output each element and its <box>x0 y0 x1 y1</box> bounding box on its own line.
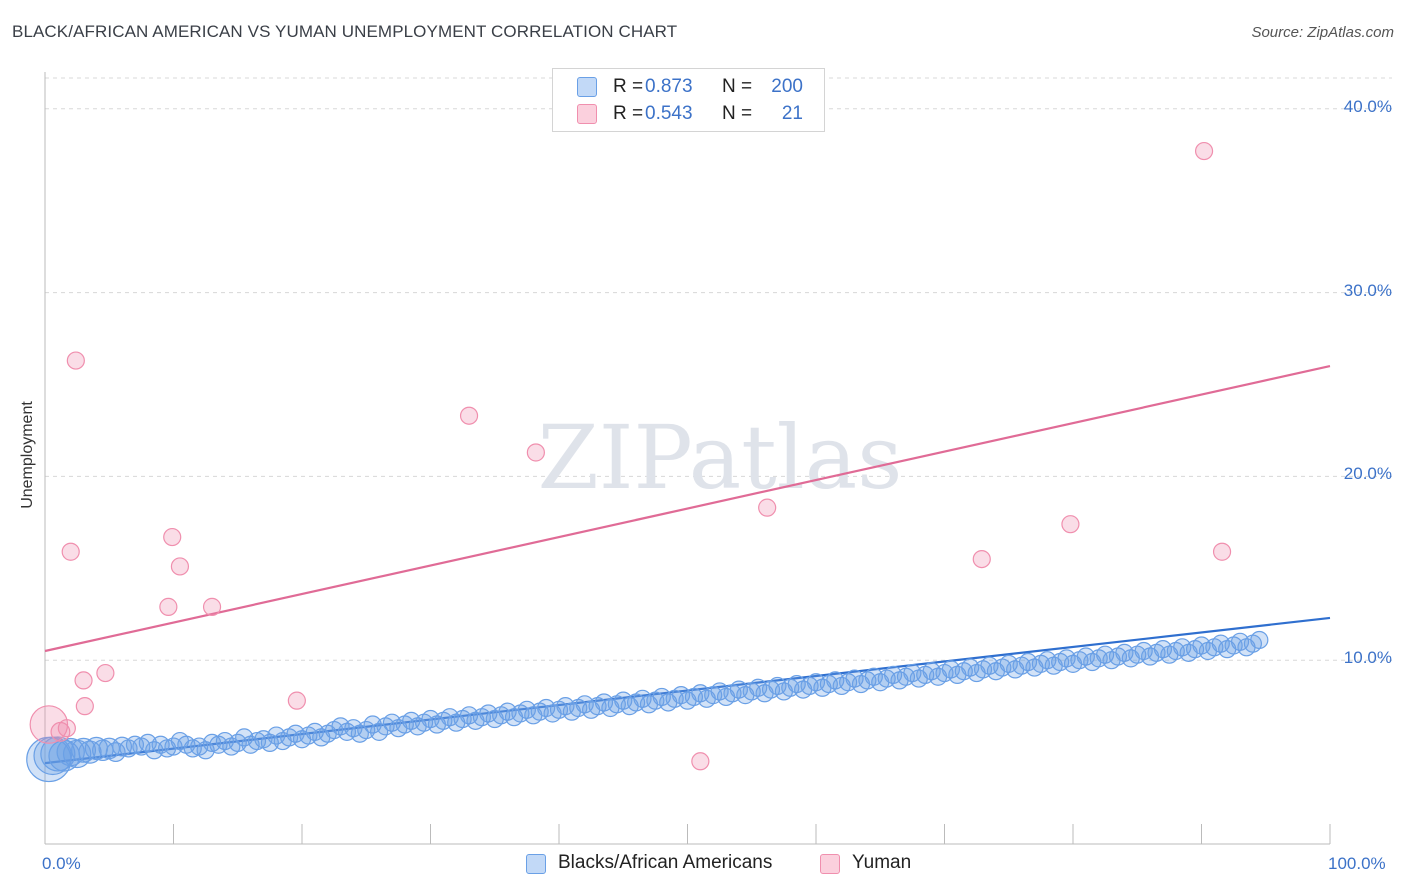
y-tick-label: 10.0% <box>1343 648 1392 668</box>
legend-swatch-blacks <box>577 77 597 97</box>
legend-swatch-yuman <box>577 104 597 124</box>
bottom-legend-label-blacks: Blacks/African Americans <box>558 852 773 873</box>
axes <box>44 72 1331 845</box>
point-yuman <box>972 549 991 569</box>
point-yuman <box>1212 542 1232 561</box>
legend-r-label: R = <box>613 103 644 124</box>
legend-r-label: R = <box>613 76 644 97</box>
bottom-legend-label-yuman: Yuman <box>852 852 912 873</box>
x-tick-label-min: 0.0% <box>42 854 81 873</box>
chart-title: BLACK/AFRICAN AMERICAN VS YUMAN UNEMPLOY… <box>12 22 678 41</box>
point-yuman <box>170 557 190 576</box>
data-points <box>26 141 1269 783</box>
point-yuman <box>526 443 545 462</box>
point-yuman <box>1061 515 1080 534</box>
y-tick-label: 20.0% <box>1343 464 1392 484</box>
legend-n-label: N = <box>722 76 753 97</box>
point-yuman <box>459 406 479 425</box>
x-tick-label-max: 100.0% <box>1328 854 1386 873</box>
point-yuman <box>691 752 710 771</box>
point-yuman <box>202 597 222 616</box>
bottom-legend: Blacks/African Americans Yuman <box>0 852 1406 876</box>
point-yuman <box>57 719 76 738</box>
point-blacks <box>71 737 97 763</box>
legend: R = 0.873 N = 200 R = 0.543 N = 21 <box>552 68 825 132</box>
gridlines <box>45 77 1392 661</box>
legend-n-label: N = <box>722 103 753 124</box>
legend-n-value: 200 <box>771 76 803 97</box>
legend-n-value: 21 <box>781 103 803 124</box>
point-yuman <box>96 663 115 683</box>
point-blacks <box>1250 630 1269 650</box>
y-tick-label: 30.0% <box>1343 280 1392 300</box>
point-yuman <box>287 691 306 710</box>
point-yuman <box>29 705 69 744</box>
trend-line-yuman <box>44 365 1331 653</box>
point-yuman <box>74 671 93 690</box>
watermark: ZIPatlas <box>538 406 903 509</box>
bottom-legend-swatch-blacks <box>526 854 546 874</box>
legend-r-value: 0.873 <box>645 76 693 97</box>
point-yuman <box>159 597 178 616</box>
y-axis-label: Unemployment <box>19 401 36 509</box>
point-yuman <box>163 527 182 547</box>
point-yuman <box>75 697 94 716</box>
bottom-legend-swatch-yuman <box>820 854 840 874</box>
point-yuman <box>758 498 777 517</box>
point-yuman <box>66 351 85 370</box>
point-yuman <box>61 542 80 561</box>
chart-source: Source: ZipAtlas.com <box>1251 24 1394 41</box>
point-yuman <box>1194 141 1214 161</box>
y-tick-label: 40.0% <box>1343 96 1392 116</box>
legend-r-value: 0.543 <box>645 103 693 124</box>
